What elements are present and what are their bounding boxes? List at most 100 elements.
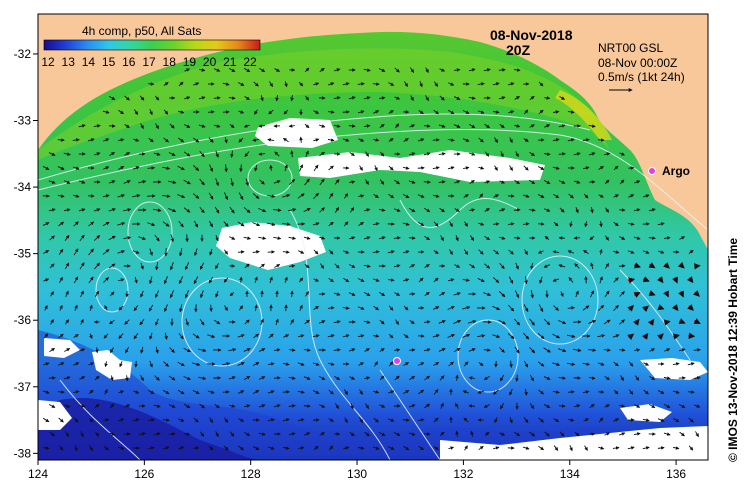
current-vector-arrow	[149, 109, 153, 116]
current-vector-arrow	[155, 318, 159, 326]
current-vector-arrow	[228, 376, 236, 380]
current-vector-arrow	[687, 332, 696, 339]
current-vector-arrow	[169, 262, 174, 271]
current-vector-arrow	[522, 194, 530, 198]
current-vector-arrow	[387, 250, 395, 254]
current-vector-arrow	[95, 347, 99, 354]
current-vector-arrow	[319, 124, 326, 128]
current-vector-arrow	[633, 208, 641, 212]
current-vector-arrow	[454, 68, 461, 72]
current-vector-arrow	[469, 180, 475, 184]
current-vector-arrow	[627, 446, 635, 450]
current-vector-arrow	[403, 138, 409, 142]
current-vector-arrow	[224, 137, 228, 144]
current-vector-arrow	[439, 68, 446, 72]
current-vector-arrow	[523, 109, 529, 115]
cloud-patch	[44, 338, 80, 358]
current-vector-arrow	[274, 151, 280, 157]
current-vector-arrow	[342, 306, 350, 310]
current-vector-arrow	[642, 250, 650, 254]
current-vector-arrow	[333, 292, 341, 296]
current-vector-arrow	[237, 362, 245, 366]
current-vector-arrow	[484, 431, 490, 437]
current-vector-arrow	[177, 389, 185, 395]
current-vector-arrow	[627, 250, 635, 254]
current-vector-arrow	[454, 180, 461, 184]
current-vector-arrow	[514, 179, 520, 185]
current-vector-arrow	[558, 152, 566, 156]
current-vector-arrow	[49, 263, 55, 269]
current-vector-arrow	[194, 220, 198, 228]
current-vector-arrow	[604, 179, 610, 185]
current-vector-arrow	[357, 82, 365, 86]
current-vector-arrow	[378, 236, 386, 240]
current-vector-arrow	[272, 208, 282, 212]
current-vector-arrow	[657, 276, 664, 284]
current-vector-arrow	[258, 404, 266, 408]
current-vector-arrow	[213, 96, 221, 100]
current-vector-arrow	[494, 165, 498, 171]
current-vector-arrow	[73, 417, 79, 423]
current-vector-arrow	[409, 348, 416, 352]
current-vector-arrow	[447, 166, 455, 170]
current-vector-arrow	[230, 150, 234, 158]
current-vector-arrow	[543, 152, 551, 156]
current-vector-arrow	[64, 431, 70, 438]
current-vector-arrow	[303, 376, 311, 380]
current-vector-arrow	[424, 236, 431, 240]
current-vector-arrow	[252, 362, 260, 366]
current-vector-arrow	[243, 207, 251, 213]
current-vector-arrow	[522, 446, 530, 450]
current-vector-arrow	[604, 375, 610, 381]
current-vector-arrow	[258, 348, 266, 352]
current-vector-arrow	[284, 81, 288, 88]
current-vector-arrow	[597, 362, 605, 366]
current-vector-arrow	[298, 81, 304, 87]
current-vector-arrow	[64, 319, 70, 325]
current-vector-arrow	[363, 96, 371, 100]
current-vector-arrow	[508, 110, 515, 114]
colorbar-tick-label: 21	[223, 55, 237, 69]
current-vector-arrow	[499, 208, 506, 212]
current-vector-arrow	[678, 404, 686, 408]
current-vector-arrow	[567, 362, 576, 366]
current-vector-arrow	[663, 319, 671, 326]
current-vector-arrow	[48, 180, 56, 184]
current-vector-arrow	[108, 180, 116, 184]
current-vector-arrow	[529, 346, 536, 354]
current-vector-arrow	[628, 194, 635, 198]
current-vector-arrow	[454, 208, 460, 212]
current-vector-arrow	[154, 290, 160, 298]
current-vector-arrow	[494, 137, 498, 144]
current-vector-arrow	[558, 376, 567, 380]
current-vector-arrow	[590, 262, 594, 270]
current-vector-arrow	[462, 138, 470, 142]
current-vector-arrow	[319, 404, 326, 408]
current-vector-arrow	[693, 290, 700, 297]
current-vector-arrow	[117, 194, 125, 198]
current-vector-arrow	[560, 291, 564, 297]
cloud-patch	[620, 404, 672, 422]
warm-coastal-patch	[555, 90, 612, 140]
current-vector-arrow	[297, 390, 305, 394]
current-vector-arrow	[269, 276, 273, 284]
x-axis-tick-label: 124	[28, 467, 48, 481]
current-vector-arrow	[433, 221, 439, 227]
current-vector-arrow	[514, 346, 520, 354]
current-vector-arrow	[72, 138, 80, 142]
current-vector-arrow	[373, 110, 380, 114]
current-vector-arrow	[409, 319, 415, 325]
current-vector-arrow	[388, 305, 394, 311]
current-vector-arrow	[438, 180, 446, 184]
current-vector-arrow	[193, 165, 200, 172]
current-vector-arrow	[213, 319, 221, 325]
current-vector-arrow	[402, 166, 410, 170]
current-vector-arrow	[447, 138, 455, 142]
colorbar-title: 4h comp, p50, All Sats	[82, 24, 201, 38]
current-vector-arrow	[258, 236, 267, 240]
current-vector-arrow	[43, 446, 50, 450]
current-vector-arrow	[508, 249, 514, 255]
current-vector-arrow	[327, 334, 335, 338]
current-vector-arrow	[297, 418, 305, 422]
current-vector-arrow	[243, 236, 251, 240]
